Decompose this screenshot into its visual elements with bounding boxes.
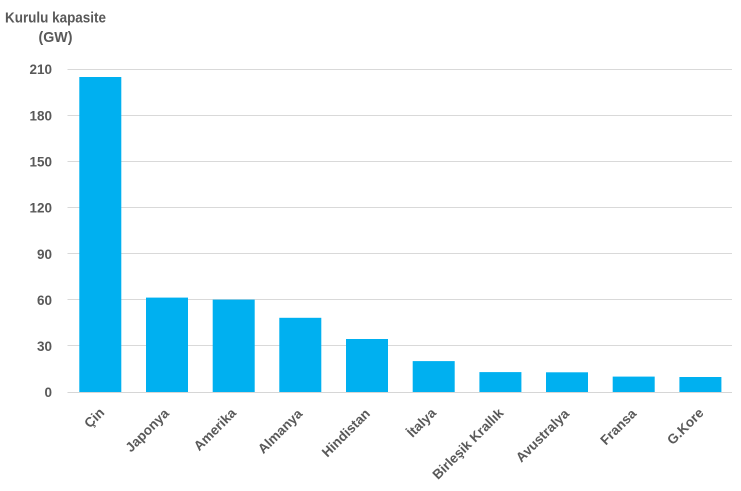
svg-text:210: 210	[29, 62, 52, 77]
svg-text:30: 30	[37, 339, 52, 354]
svg-text:Kurulu kapasite: Kurulu kapasite	[5, 9, 106, 26]
svg-text:(GW): (GW)	[39, 29, 73, 46]
svg-text:90: 90	[37, 247, 52, 262]
svg-text:0: 0	[44, 385, 52, 400]
svg-text:60: 60	[37, 293, 52, 308]
svg-text:120: 120	[29, 201, 52, 216]
svg-text:150: 150	[29, 155, 52, 170]
svg-text:180: 180	[29, 108, 52, 123]
